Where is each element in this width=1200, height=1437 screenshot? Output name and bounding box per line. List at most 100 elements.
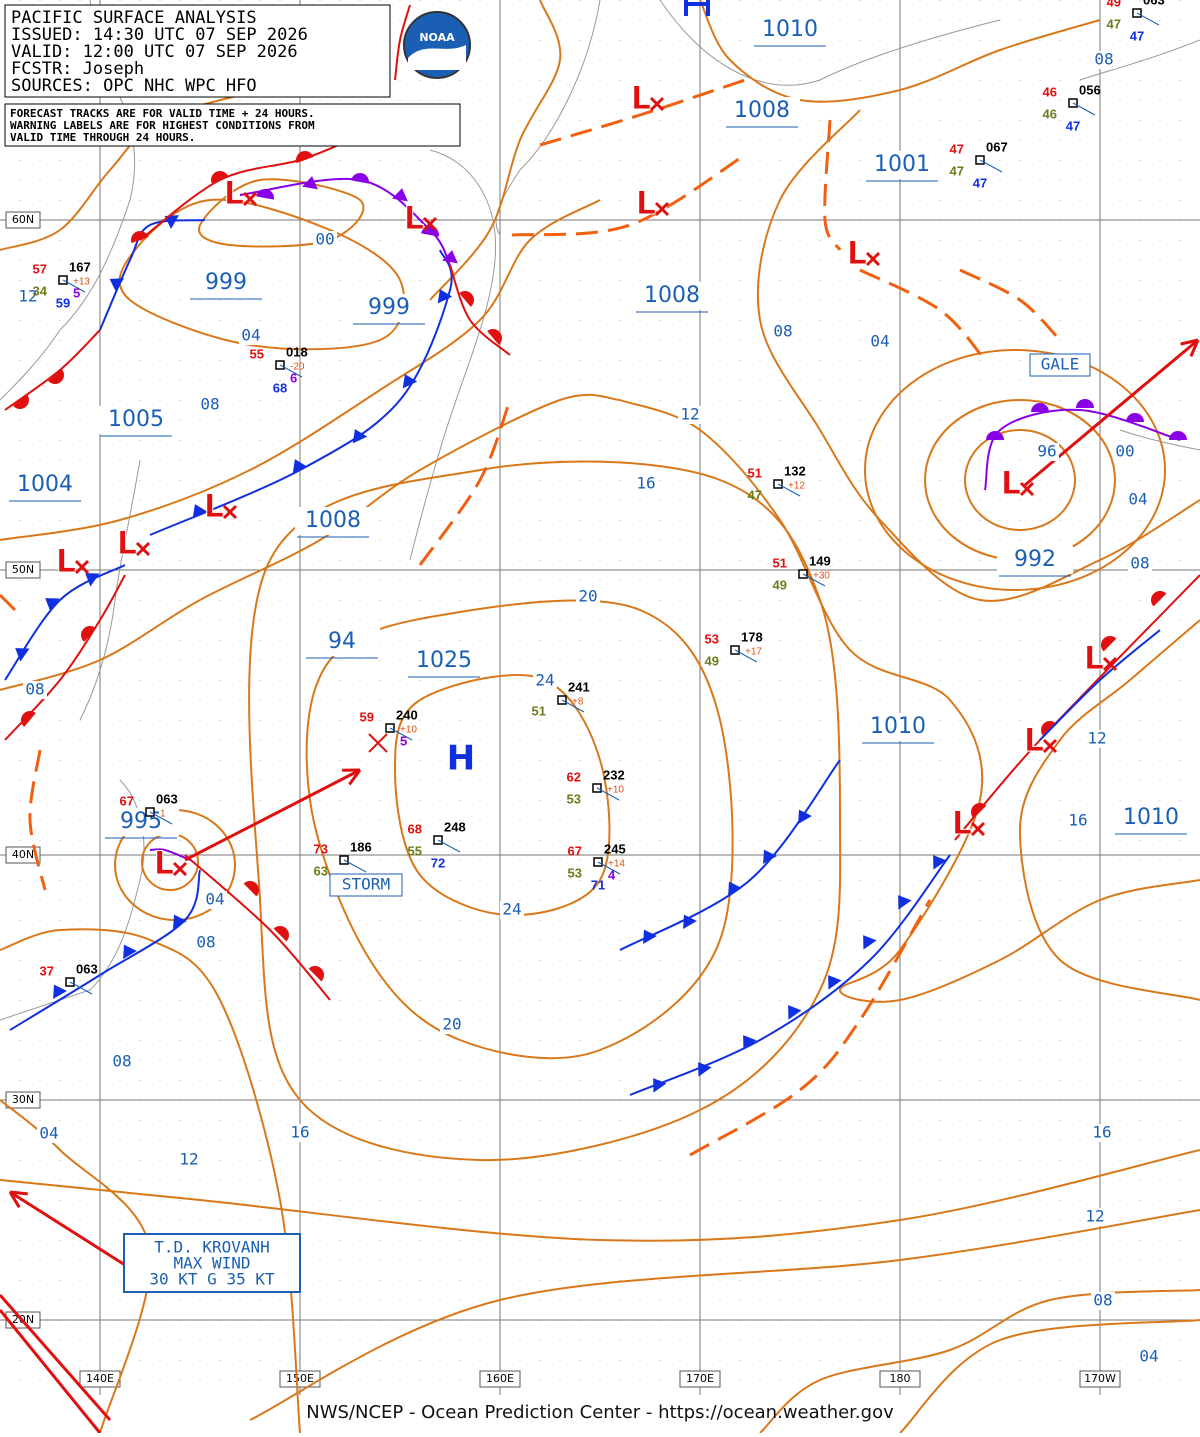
lat-label: 60N xyxy=(12,213,34,226)
station-green: 49 xyxy=(773,577,787,592)
wind-barb xyxy=(597,861,621,875)
station-purple: 4 xyxy=(608,867,616,882)
warning-box xyxy=(329,873,403,897)
notice-line: WARNING LABELS ARE FOR HIGHEST CONDITION… xyxy=(10,119,315,132)
pressure-label: 1025 xyxy=(416,648,472,673)
station-tendency: 1 xyxy=(160,809,166,820)
isobar-label: 04 xyxy=(870,332,889,351)
isobar-label-bg xyxy=(203,891,227,909)
station-green: 49 xyxy=(705,653,719,668)
krovanh-box xyxy=(123,1233,301,1293)
warm-front xyxy=(4,329,101,411)
header-line: FCSTR: Joseph xyxy=(11,59,144,79)
lon-label: 140E xyxy=(86,1372,114,1385)
wind-barb xyxy=(62,279,86,293)
station-green: 55 xyxy=(408,843,422,858)
isobar xyxy=(964,429,1076,531)
pressure-label: 995 xyxy=(120,809,162,834)
kamchatka-coast xyxy=(409,149,497,561)
isobar-label: 20 xyxy=(578,587,597,606)
isobar-label-bg xyxy=(37,1125,61,1143)
pressure-label-bg xyxy=(864,151,940,179)
station-black: 232 xyxy=(603,767,625,782)
station-green: 47 xyxy=(950,163,964,178)
station-black: 241 xyxy=(568,679,590,694)
station-tendency: +8 xyxy=(572,697,584,708)
noaa-logo-bird xyxy=(408,45,466,70)
pressure-label-bg xyxy=(304,628,380,656)
station-black: 063 xyxy=(76,961,98,976)
isobar-label: 04 xyxy=(1128,490,1147,509)
station-red: 47 xyxy=(950,141,964,156)
front-semicircle xyxy=(1041,721,1057,737)
td-track xyxy=(0,1294,112,1421)
wind-barb xyxy=(343,859,367,873)
wind-barb xyxy=(596,787,620,801)
front-triangle xyxy=(828,975,842,990)
front-triangle xyxy=(442,250,458,264)
trough xyxy=(0,593,17,612)
isobar xyxy=(305,599,734,1060)
station-black: 248 xyxy=(444,819,466,834)
front-triangle xyxy=(437,289,453,304)
isobar xyxy=(899,1319,1200,1434)
station-black: 018 xyxy=(286,344,308,359)
notice-line: VALID TIME THROUGH 24 HOURS. xyxy=(10,131,195,144)
pressure-label-bg xyxy=(860,713,936,741)
station-green: 46 xyxy=(1043,106,1057,121)
front-triangle xyxy=(123,944,137,959)
front-semicircle xyxy=(351,173,369,184)
station-black: 149 xyxy=(809,553,831,568)
station-tendency: +10 xyxy=(400,725,417,736)
isobar-label-bg xyxy=(576,588,600,606)
front-triangle xyxy=(85,573,100,587)
isobar-label-bg xyxy=(239,327,263,345)
lon-label-box xyxy=(1079,1370,1121,1388)
isobar-label-bg xyxy=(1128,555,1152,573)
krovanh-line: 30 KT G 35 KT xyxy=(149,1270,275,1289)
front-semicircle xyxy=(971,803,987,819)
low-center: L xyxy=(154,844,174,882)
notice-line: FORECAST TRACKS ARE FOR VALID TIME + 24 … xyxy=(10,107,315,120)
isobar-label: 04 xyxy=(241,326,260,345)
station-purple: 5 xyxy=(73,285,80,300)
front-semicircle xyxy=(243,881,259,897)
low-center: L xyxy=(204,487,224,525)
isobar-label-bg xyxy=(1092,51,1116,69)
pressure-label-bg xyxy=(1113,804,1189,832)
cold-front xyxy=(1039,629,1161,741)
isobar-label: 16 xyxy=(1068,811,1087,830)
low-center: L xyxy=(847,234,867,272)
isobar-label: 08 xyxy=(1094,50,1113,69)
front-triangle xyxy=(45,598,60,612)
low-center: L xyxy=(952,804,972,842)
station-black: 063 xyxy=(156,791,178,806)
front-semicircle xyxy=(459,291,474,307)
station-blue: 71 xyxy=(591,877,605,892)
station-black: 178 xyxy=(741,629,763,644)
station-tendency: -20 xyxy=(290,362,305,373)
low-center: L xyxy=(1001,464,1021,502)
isobar-label: 12 xyxy=(1085,1207,1104,1226)
footer: NWS/NCEP - Ocean Prediction Center - htt… xyxy=(306,1402,894,1423)
isobar-label-bg xyxy=(1113,443,1137,461)
front-triangle xyxy=(15,648,30,662)
front-semicircle xyxy=(131,231,149,244)
isobar xyxy=(429,0,562,301)
pressure-label-bg xyxy=(188,269,264,297)
trough xyxy=(689,899,932,1157)
front-semicircle xyxy=(13,394,29,409)
front-triangle xyxy=(683,914,697,929)
front-semicircle xyxy=(21,711,36,727)
low-cross xyxy=(654,201,670,217)
front-semicircle xyxy=(308,966,324,982)
pressure-label-bg xyxy=(295,507,371,535)
occluded-front xyxy=(239,177,451,266)
isobar-label-bg xyxy=(288,1124,312,1142)
krovanh-line: MAX WIND xyxy=(173,1254,250,1273)
isobar-label-bg xyxy=(678,406,702,424)
isobar xyxy=(393,674,611,917)
